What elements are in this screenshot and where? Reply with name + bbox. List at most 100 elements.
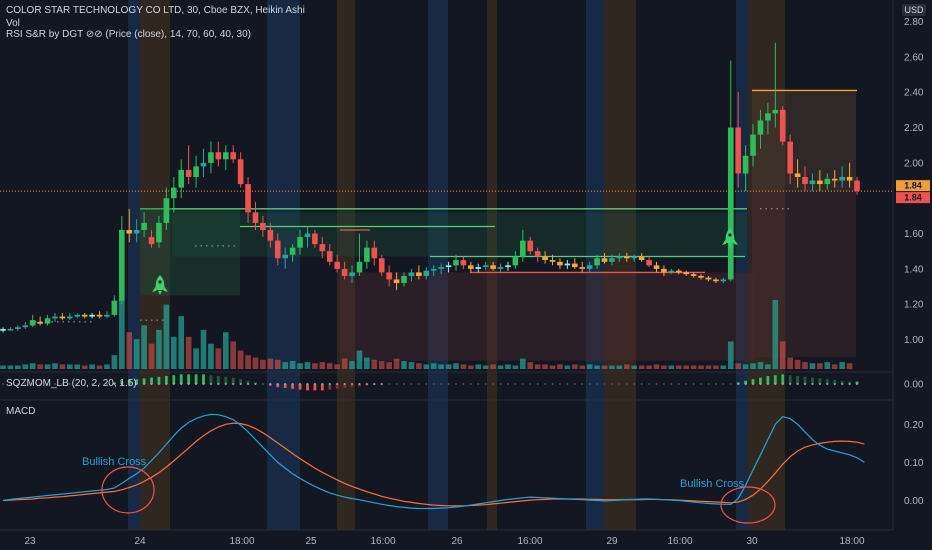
volume-bar xyxy=(468,365,474,369)
candle xyxy=(364,240,370,269)
candle xyxy=(200,148,207,177)
candle xyxy=(141,212,147,238)
sqz-dot xyxy=(633,383,636,385)
candle-body xyxy=(794,173,801,177)
sqz-dot xyxy=(180,383,183,385)
candle xyxy=(393,272,400,291)
volume-bar xyxy=(423,364,430,369)
candle xyxy=(111,295,118,317)
candle xyxy=(148,230,155,248)
sqz-bar xyxy=(759,377,762,384)
volume-bar xyxy=(572,364,578,369)
sqz-bar xyxy=(246,380,250,384)
candle xyxy=(512,251,519,269)
sqz-dot xyxy=(492,383,495,385)
candle-body xyxy=(831,178,838,181)
candle-body xyxy=(854,180,860,192)
volume-bar xyxy=(623,364,630,369)
sqz-dot xyxy=(247,383,250,385)
candle xyxy=(401,272,407,287)
candle xyxy=(81,313,88,319)
candle-body xyxy=(527,240,534,252)
sqz-dot xyxy=(9,383,12,385)
candle xyxy=(74,313,81,319)
volume-bar xyxy=(653,364,660,369)
candle xyxy=(289,244,296,262)
price-tag-value: 1.84 xyxy=(904,193,922,203)
sqz-dot xyxy=(276,383,279,385)
volume-bar xyxy=(22,364,29,369)
sqz-dot xyxy=(484,383,487,385)
candle xyxy=(453,254,459,271)
currency-label: USD xyxy=(904,5,924,15)
sqz-dot xyxy=(744,383,747,385)
candle xyxy=(326,244,333,266)
candle-body xyxy=(505,265,511,268)
candle xyxy=(356,233,363,276)
candle xyxy=(282,247,288,269)
sqz-dot xyxy=(432,383,435,385)
sqz-dot xyxy=(53,383,56,385)
candle-body xyxy=(698,275,704,278)
candle-body xyxy=(141,222,147,231)
candle-body xyxy=(787,141,793,174)
volume-bar xyxy=(475,364,482,369)
candle xyxy=(750,123,756,167)
sqz-bar xyxy=(142,378,146,384)
candle-body xyxy=(89,314,95,317)
price-tick: 2.00 xyxy=(904,158,924,169)
volume-bar xyxy=(74,364,81,369)
sqz-dot xyxy=(83,383,86,385)
volume-bar xyxy=(341,358,348,369)
candle xyxy=(675,268,682,275)
volume-bar xyxy=(326,363,333,369)
volume-bar xyxy=(141,325,147,369)
session-band xyxy=(128,0,140,530)
time-tick: 18:00 xyxy=(229,536,254,547)
volume-bar xyxy=(698,365,704,369)
candle-body xyxy=(520,240,526,257)
sqz-bar xyxy=(313,384,317,391)
candle-body xyxy=(393,279,400,284)
candle-body xyxy=(675,270,682,273)
candle-body xyxy=(453,260,459,266)
candle xyxy=(15,325,21,331)
zone-box xyxy=(340,272,755,361)
macd-tick: 0.00 xyxy=(904,496,924,507)
sqz-dot xyxy=(2,383,4,385)
candle xyxy=(831,169,838,188)
chart-title: COLOR STAR TECHNOLOGY CO LTD, 30, Cboe B… xyxy=(6,5,305,16)
sqz-dot xyxy=(351,383,354,385)
candle-body xyxy=(445,265,452,268)
volume-bar xyxy=(787,357,793,369)
volume-bar xyxy=(15,365,21,369)
sqz-dot xyxy=(128,383,131,385)
candle xyxy=(378,254,385,276)
candle-body xyxy=(156,222,162,243)
candle xyxy=(505,261,511,271)
sqz-bar xyxy=(350,384,354,388)
sqz-dot xyxy=(440,383,443,385)
candle xyxy=(854,176,860,195)
sqz-dot xyxy=(789,383,792,385)
candle xyxy=(371,240,378,266)
sqz-dot xyxy=(202,383,205,385)
volume-bar xyxy=(831,364,838,369)
sqz-bar xyxy=(187,374,191,384)
volume-bar xyxy=(512,365,519,369)
sqz-bar xyxy=(150,377,153,384)
candle-body xyxy=(401,275,407,284)
sqz-bar xyxy=(179,374,183,384)
candle-body xyxy=(304,233,311,238)
currency-badge xyxy=(902,4,926,16)
candle-body xyxy=(572,263,578,268)
volume-bar xyxy=(282,362,288,369)
candle xyxy=(757,109,764,149)
volume-bar xyxy=(735,363,741,369)
candle-body xyxy=(690,274,697,276)
candle-body xyxy=(267,230,274,241)
sqz-dot xyxy=(365,383,368,385)
volume-bar xyxy=(750,363,756,369)
session-band xyxy=(736,0,748,530)
